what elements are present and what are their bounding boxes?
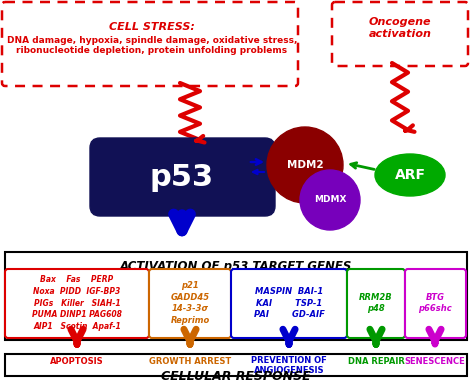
- Text: APOPTOSIS: APOPTOSIS: [50, 357, 104, 366]
- Circle shape: [300, 170, 360, 230]
- FancyBboxPatch shape: [231, 269, 347, 338]
- Text: ACTIVATION OF p53 TARGET GENES: ACTIVATION OF p53 TARGET GENES: [120, 260, 352, 273]
- Text: MDM2: MDM2: [287, 160, 323, 170]
- Text: RRM2B
p48: RRM2B p48: [359, 293, 393, 314]
- Text: DNA damage, hypoxia, spindle damage, oxidative stress,
ribonucleotide depletion,: DNA damage, hypoxia, spindle damage, oxi…: [7, 36, 297, 55]
- Text: MASPIN  BAI-1
KAI        TSP-1
PAI        GD-AIF: MASPIN BAI-1 KAI TSP-1 PAI GD-AIF: [254, 287, 324, 319]
- Text: PREVENTION OF
ANGIOGENESIS: PREVENTION OF ANGIOGENESIS: [251, 356, 327, 375]
- Text: p21
GADD45
14-3-3σ
Reprimo: p21 GADD45 14-3-3σ Reprimo: [170, 281, 210, 325]
- FancyBboxPatch shape: [405, 269, 466, 338]
- Text: Oncogene
activation: Oncogene activation: [369, 17, 431, 39]
- FancyBboxPatch shape: [347, 269, 405, 338]
- FancyBboxPatch shape: [90, 138, 275, 216]
- Text: ARF: ARF: [394, 168, 426, 182]
- FancyBboxPatch shape: [149, 269, 231, 338]
- Text: DNA REPAIR: DNA REPAIR: [347, 357, 404, 366]
- FancyBboxPatch shape: [332, 2, 468, 66]
- Text: MDMX: MDMX: [314, 195, 346, 204]
- FancyBboxPatch shape: [2, 2, 298, 86]
- Ellipse shape: [375, 154, 445, 196]
- Text: SENESCENCE: SENESCENCE: [405, 357, 465, 366]
- Text: p53: p53: [150, 163, 214, 192]
- Text: Bax    Fas    PERP
Noxa  PIDD  IGF-BP3
PIGs   Killer   SIAH-1
PUMA DINP1 PAG608
: Bax Fas PERP Noxa PIDD IGF-BP3 PIGs Kill…: [32, 275, 122, 331]
- Text: GROWTH ARREST: GROWTH ARREST: [149, 357, 231, 366]
- Circle shape: [267, 127, 343, 203]
- FancyBboxPatch shape: [5, 269, 149, 338]
- Text: BTG
p66shc: BTG p66shc: [418, 293, 452, 314]
- FancyBboxPatch shape: [5, 354, 467, 376]
- Text: CELL STRESS:: CELL STRESS:: [109, 22, 195, 32]
- FancyBboxPatch shape: [5, 252, 467, 340]
- Text: CELLULAR RESPONSE: CELLULAR RESPONSE: [161, 370, 311, 380]
